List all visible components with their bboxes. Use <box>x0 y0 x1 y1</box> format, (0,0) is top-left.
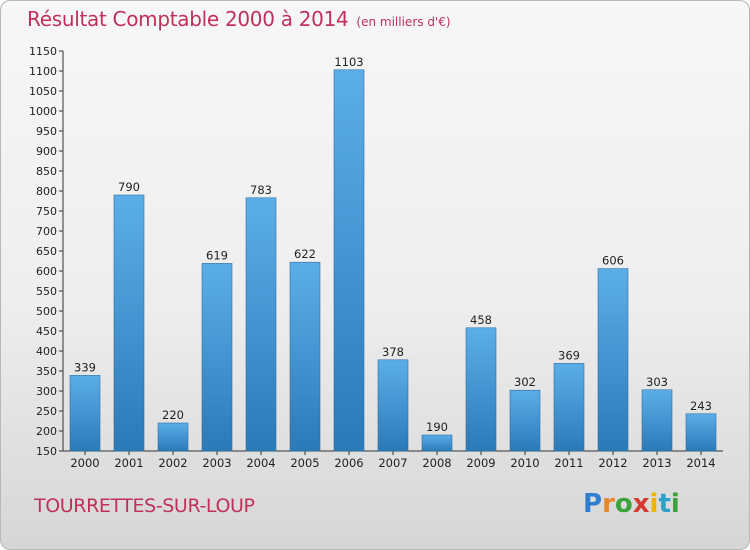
y-tick-label: 1150 <box>29 45 57 58</box>
y-tick-label: 650 <box>36 245 57 258</box>
x-tick-label: 2006 <box>334 456 363 470</box>
bar <box>113 194 145 452</box>
bar <box>465 327 497 452</box>
bar <box>245 197 277 452</box>
proxiti-logo: Proxiti <box>583 489 680 519</box>
x-tick-label: 2002 <box>158 456 187 470</box>
bar-value-label: 190 <box>426 420 448 434</box>
bar <box>201 263 233 452</box>
x-tick-label: 2001 <box>114 456 143 470</box>
bar-value-label: 302 <box>514 375 536 389</box>
bar-value-label: 378 <box>382 345 404 359</box>
bar <box>553 363 585 452</box>
bar <box>289 261 321 452</box>
place-name: TOURRETTES-SUR-LOUP <box>34 495 255 517</box>
y-tick-label: 1050 <box>29 85 57 98</box>
bar-value-label: 243 <box>690 399 712 413</box>
y-tick-label: 750 <box>36 205 57 218</box>
y-tick-label: 900 <box>36 145 57 158</box>
x-tick-label: 2012 <box>598 456 627 470</box>
y-tick-label: 450 <box>36 325 57 338</box>
x-tick-label: 2007 <box>378 456 407 470</box>
y-tick-label: 700 <box>36 225 57 238</box>
y-tick-label: 800 <box>36 185 57 198</box>
x-tick-label: 2003 <box>202 456 231 470</box>
bar <box>421 434 453 452</box>
bar-value-label: 783 <box>250 183 272 197</box>
x-tick-label: 2013 <box>642 456 671 470</box>
y-tick-label: 1100 <box>29 65 57 78</box>
bar <box>333 69 365 452</box>
logo-letter: t <box>658 489 671 519</box>
x-tick-label: 2000 <box>70 456 99 470</box>
x-tick-label: 2004 <box>246 456 275 470</box>
logo-letter: i <box>649 489 659 519</box>
y-tick-label: 1000 <box>29 105 57 118</box>
chart-title: Résultat Comptable 2000 à 2014 (en millie… <box>27 7 451 31</box>
bar-value-label: 619 <box>206 248 228 262</box>
logo-letter: P <box>583 489 603 519</box>
y-tick-label: 500 <box>36 305 57 318</box>
y-tick-label: 850 <box>36 165 57 178</box>
bar <box>509 389 541 452</box>
bar-value-label: 369 <box>558 348 580 362</box>
logo-letter: r <box>602 489 615 519</box>
x-tick-label: 2010 <box>510 456 539 470</box>
y-tick-label: 200 <box>36 425 57 438</box>
bar-value-label: 606 <box>602 254 624 268</box>
bar <box>377 359 409 452</box>
logo-letter: o <box>614 489 633 519</box>
y-tick-label: 400 <box>36 345 57 358</box>
logo-letter: x <box>632 489 650 519</box>
bar-value-label: 303 <box>646 375 668 389</box>
bar-value-label: 790 <box>118 180 140 194</box>
x-tick-label: 2005 <box>290 456 319 470</box>
y-tick-label: 600 <box>36 265 57 278</box>
logo-letter: i <box>670 489 680 519</box>
title-unit: (en milliers d'€) <box>356 15 451 29</box>
y-tick-label: 250 <box>36 405 57 418</box>
x-tick-label: 2009 <box>466 456 495 470</box>
bar <box>69 375 101 452</box>
bar <box>685 413 717 452</box>
bars <box>69 69 717 452</box>
axes: 150 200 250 300 350 400 450 500 550 600 650 700 750 8… <box>29 45 723 470</box>
y-tick-label: 350 <box>36 365 57 378</box>
bar-value-label: 458 <box>470 313 492 327</box>
x-tick-label: 2011 <box>554 456 583 470</box>
bar <box>597 268 629 452</box>
bar <box>641 389 673 452</box>
y-tick-label: 550 <box>36 285 57 298</box>
y-tick-label: 150 <box>36 445 57 458</box>
x-tick-label: 2014 <box>686 456 715 470</box>
x-tick-label: 2008 <box>422 456 451 470</box>
bar-value-label: 1103 <box>334 55 363 69</box>
bar-value-label: 339 <box>74 360 96 374</box>
bar-value-label: 622 <box>294 247 316 261</box>
y-tick-label: 300 <box>36 385 57 398</box>
title-main: Résultat Comptable 2000 à 2014 <box>27 7 349 31</box>
bar <box>157 422 189 452</box>
data-labels: 339 790 220 619 783 622 1103 378 190 458 302 369 606… <box>74 55 712 434</box>
bar-value-label: 220 <box>162 408 184 422</box>
y-tick-label: 950 <box>36 125 57 138</box>
